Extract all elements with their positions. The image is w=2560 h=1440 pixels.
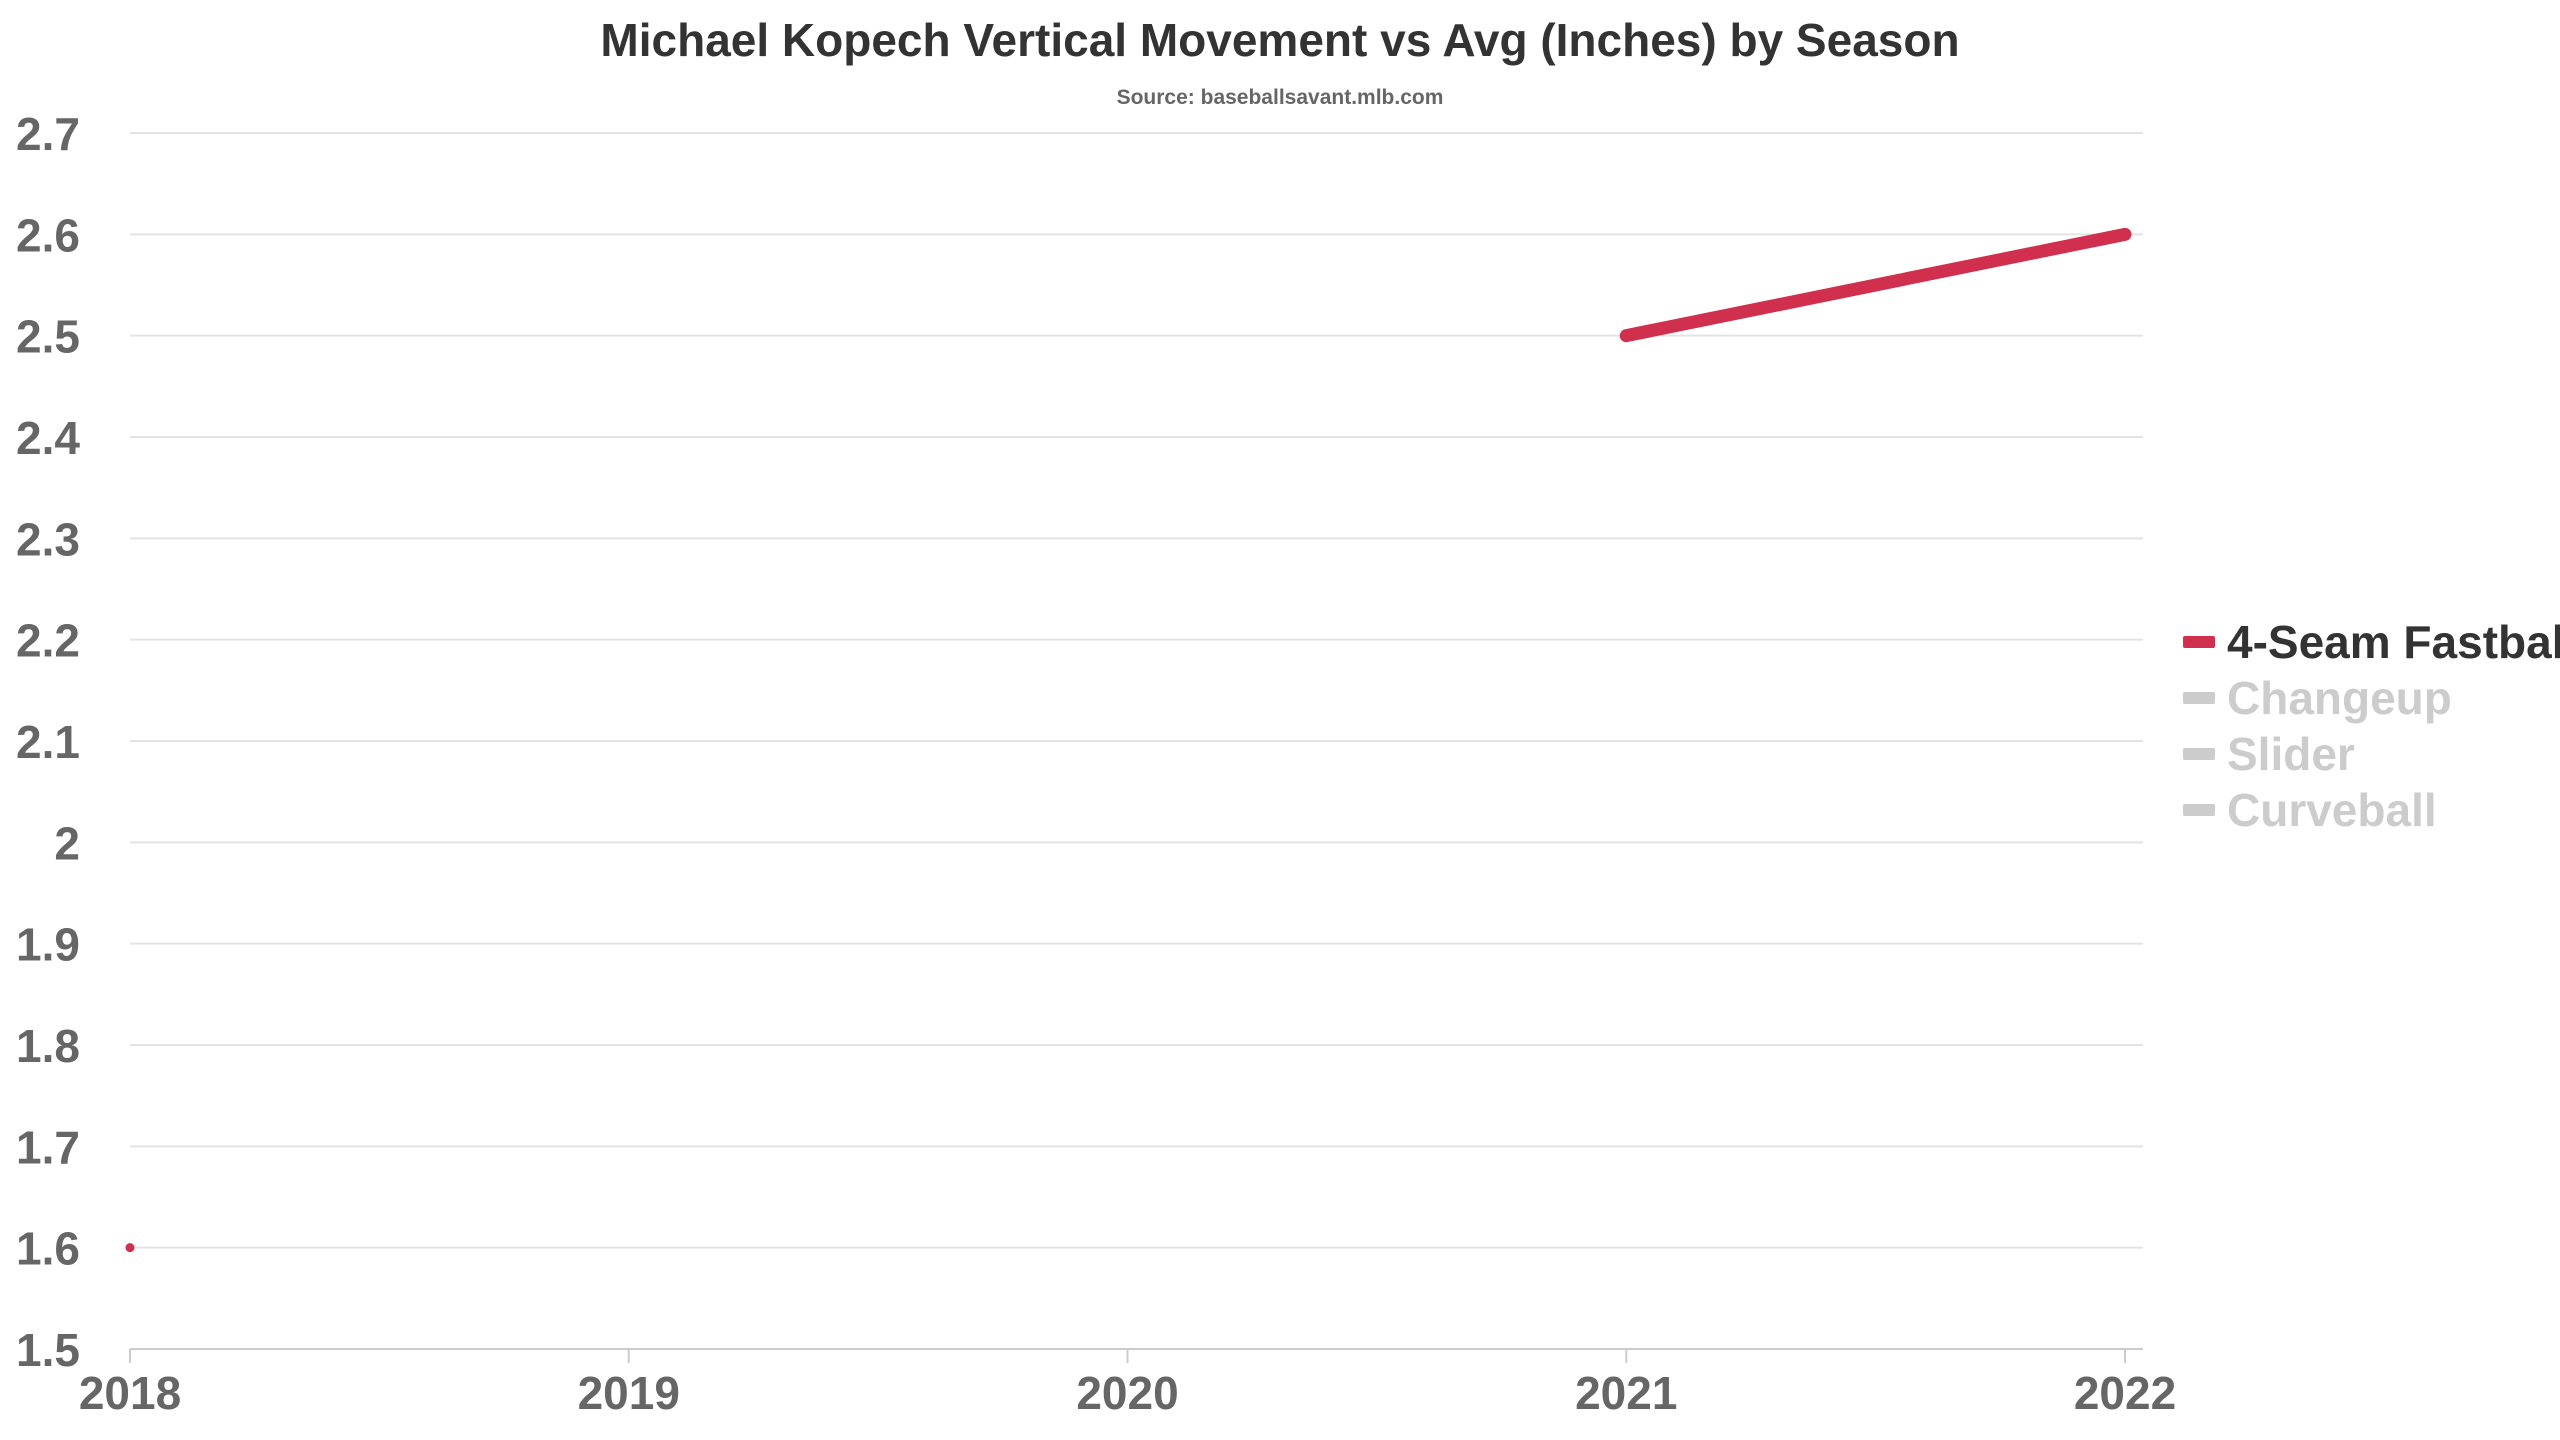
legend-swatch [2183, 804, 2215, 816]
legend-swatch [2183, 636, 2215, 648]
legend-item[interactable]: 4-Seam Fastball [2183, 616, 2560, 668]
y-tick-label: 1.6 [16, 1223, 80, 1275]
x-axis: 2018 2019 2020 2021 2022 [79, 1348, 2176, 1419]
legend-label: Slider [2227, 728, 2355, 780]
x-tick-label: 2022 [2074, 1367, 2176, 1419]
chart-title: Michael Kopech Vertical Movement vs Avg … [600, 14, 1959, 66]
series-4-seam-fastball [125, 227, 2132, 1253]
y-tick-label: 2.1 [16, 716, 80, 768]
y-tick-label: 1.9 [16, 919, 80, 971]
grid-lines [130, 132, 2143, 1249]
x-tick-label: 2021 [1575, 1367, 1677, 1419]
y-axis: 1.5 1.6 1.7 1.8 1.9 2 2.1 2.2 2.3 2.4 2.5 2.6 2.7 [16, 108, 80, 1376]
y-tick-label: 2 [54, 817, 80, 869]
y-tick-label: 1.5 [16, 1324, 80, 1376]
y-tick-label: 2.7 [16, 108, 80, 160]
y-tick-label: 1.7 [16, 1121, 80, 1173]
legend-swatch [2183, 748, 2215, 760]
legend-label: Curveball [2227, 784, 2437, 836]
x-tick-label: 2018 [79, 1367, 181, 1419]
legend-swatch [2183, 692, 2215, 704]
y-tick-label: 2.2 [16, 615, 80, 667]
y-tick-label: 1.8 [16, 1020, 80, 1072]
x-tick-label: 2020 [1076, 1367, 1178, 1419]
legend-item[interactable]: Curveball [2183, 784, 2437, 836]
series-line [1619, 227, 2132, 343]
legend-label: 4-Seam Fastball [2227, 616, 2560, 668]
legend-item[interactable]: Slider [2183, 728, 2355, 780]
legend-label: Changeup [2227, 672, 2452, 724]
y-tick-label: 2.3 [16, 513, 80, 565]
y-tick-label: 2.4 [16, 412, 80, 464]
legend-item[interactable]: Changeup [2183, 672, 2452, 724]
chart-subtitle: Source: baseballsavant.mlb.com [1117, 86, 1444, 109]
series-layer [125, 227, 2132, 1253]
x-tick-label: 2019 [578, 1367, 680, 1419]
y-tick-label: 2.6 [16, 209, 80, 261]
y-tick-label: 2.5 [16, 311, 80, 363]
data-point [125, 1243, 135, 1253]
